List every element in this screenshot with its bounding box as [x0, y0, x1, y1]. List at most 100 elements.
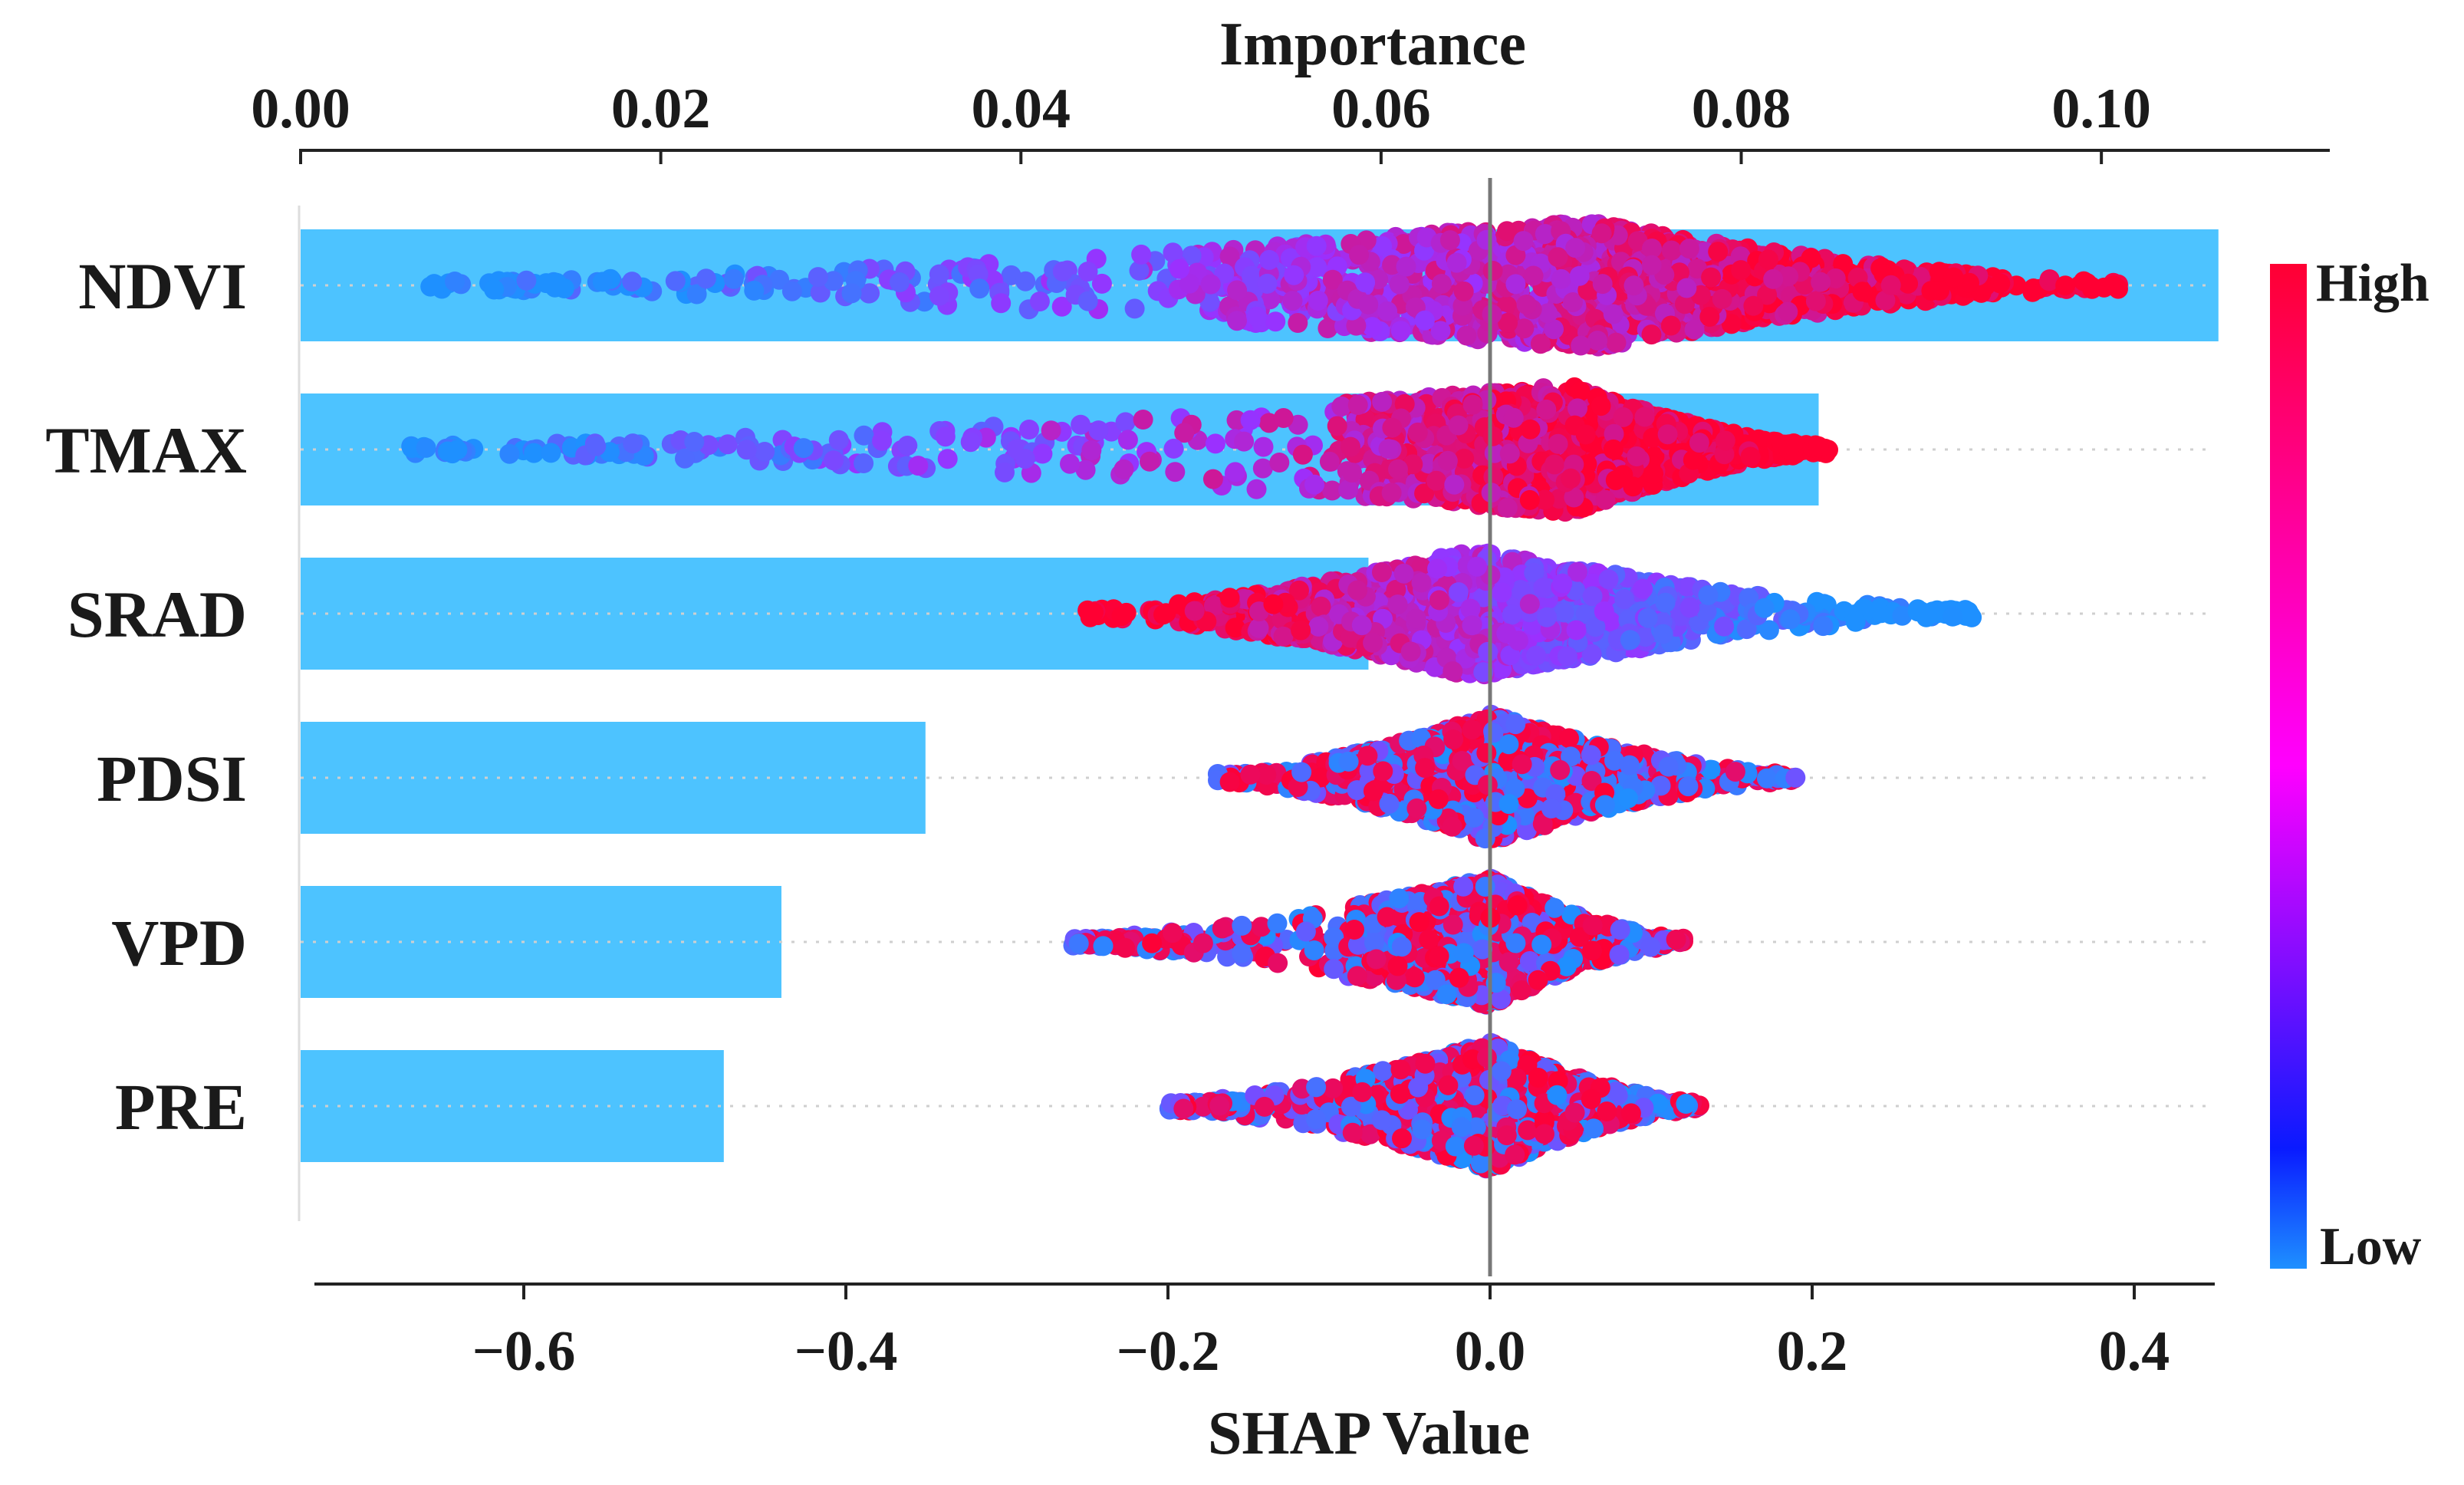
shap-point-tmax: [1372, 392, 1392, 412]
shap-point-ndvi: [1898, 274, 1918, 294]
shap-point-ndvi: [1390, 275, 1410, 295]
shap-swarm-points: [401, 214, 2128, 1178]
shap-point-srad: [1492, 583, 1512, 603]
shap-point-ndvi: [1440, 230, 1460, 250]
shap-point-tmax: [1521, 420, 1541, 440]
shap-point-tmax: [1596, 490, 1616, 510]
shap-point-srad: [1363, 633, 1383, 653]
shap-point-tmax: [995, 463, 1015, 482]
shap-point-ndvi: [1456, 326, 1476, 346]
shap-point-tmax: [1568, 398, 1587, 418]
shap-point-tmax: [1382, 418, 1402, 438]
shap-point-ndvi: [1477, 230, 1497, 250]
shap-point-srad: [1449, 582, 1469, 602]
shap-point-ndvi: [1587, 331, 1607, 351]
shap-point-ndvi: [1308, 291, 1328, 311]
shap-point-ndvi: [1853, 282, 1873, 301]
shap-point-tmax: [1591, 396, 1611, 416]
shap-point-tmax: [1041, 420, 1061, 440]
shap-point-tmax: [1606, 470, 1626, 490]
shap-point-tmax: [684, 432, 704, 452]
shap-point-tmax: [1741, 447, 1761, 467]
shap-point-tmax: [1382, 482, 1402, 502]
shap-point-ndvi: [808, 267, 828, 287]
shap-point-tmax: [1408, 423, 1428, 443]
shap-point-srad: [1502, 604, 1522, 624]
shap-point-ndvi: [1531, 334, 1551, 354]
shap-point-tmax: [1498, 498, 1518, 518]
shap-point-tmax: [1689, 433, 1709, 453]
shap-point-ndvi: [1811, 272, 1831, 292]
shap-point-ndvi: [1078, 262, 1098, 282]
shap-point-ndvi: [1881, 275, 1901, 295]
shap-point-tmax: [938, 449, 958, 469]
shap-point-ndvi: [1201, 275, 1221, 295]
shap-point-ndvi: [1396, 257, 1416, 277]
shap-point-tmax: [1483, 426, 1503, 446]
shap-point-srad: [1908, 601, 1928, 621]
shap-point-tmax: [1571, 381, 1591, 401]
shap-point-tmax: [908, 456, 928, 476]
shap-point-ndvi: [445, 272, 465, 291]
shap-point-ndvi: [1624, 275, 1644, 295]
shap-point-tmax: [1116, 412, 1136, 432]
shap-point-ndvi: [1377, 301, 1397, 321]
shap-point-ndvi: [744, 281, 764, 301]
shap-point-tmax: [1293, 445, 1313, 465]
shap-point-tmax: [1247, 479, 1267, 499]
shap-point-ndvi: [929, 265, 949, 285]
shap-point-ndvi: [1131, 245, 1151, 265]
shap-point-ndvi: [1944, 268, 1964, 288]
shap-point-tmax: [438, 442, 458, 462]
shap-point-ndvi: [1731, 260, 1751, 280]
shap-point-tmax: [1133, 410, 1153, 430]
shap-point-ndvi: [1125, 298, 1145, 318]
shap-point-srad: [1478, 642, 1498, 662]
shap-point-ndvi: [696, 268, 716, 288]
shap-point-srad: [1394, 564, 1414, 584]
shap-point-srad: [1273, 627, 1293, 647]
shap-point-ndvi: [890, 272, 910, 292]
shap-point-tmax: [854, 426, 874, 446]
shap-point-ndvi: [969, 278, 989, 298]
shap-point-ndvi: [991, 293, 1011, 313]
shap-point-ndvi: [1227, 311, 1247, 331]
shap-point-ndvi: [1283, 291, 1303, 311]
shap-point-tmax: [499, 444, 519, 464]
shap-point-ndvi: [593, 272, 613, 291]
shap-point-tmax: [897, 436, 917, 456]
shap-point-tmax: [1348, 395, 1368, 415]
shap-point-ndvi: [1247, 307, 1267, 327]
shap-point-srad: [1462, 615, 1482, 635]
shap-point-srad: [1291, 621, 1311, 640]
shap-point-srad: [1846, 612, 1866, 632]
shap-point-srad: [1781, 609, 1801, 629]
shap-point-ndvi: [1169, 259, 1189, 279]
shap-point-srad: [1653, 624, 1673, 644]
shap-point-tmax: [1520, 490, 1540, 510]
shap-point-srad: [1185, 601, 1205, 621]
shap-point-srad: [1443, 661, 1462, 681]
shap-point-srad: [1263, 594, 1283, 614]
shap-point-ndvi: [1258, 274, 1278, 294]
shap-point-srad: [1558, 647, 1577, 667]
shap-point-ndvi: [1517, 295, 1537, 314]
importance-bar-pdsi: [301, 722, 926, 834]
shap-point-ndvi: [1307, 236, 1327, 256]
shap-point-tmax: [1561, 469, 1581, 489]
shap-point-tmax: [1164, 439, 1184, 459]
shap-point-tmax: [1463, 395, 1483, 415]
shap-point-tmax: [1118, 430, 1138, 449]
shap-point-ndvi: [1642, 255, 1662, 275]
shap-point-tmax: [1032, 444, 1052, 464]
shap-point-ndvi: [1355, 272, 1375, 292]
shap-point-srad: [1633, 579, 1653, 599]
shap-point-tmax: [1504, 408, 1524, 428]
shap-point-tmax: [1635, 407, 1655, 427]
importance-bar-vpd: [301, 886, 781, 998]
shap-point-tmax: [1779, 440, 1799, 459]
shap-point-tmax: [1614, 407, 1633, 427]
shap-point-tmax: [1449, 416, 1469, 436]
